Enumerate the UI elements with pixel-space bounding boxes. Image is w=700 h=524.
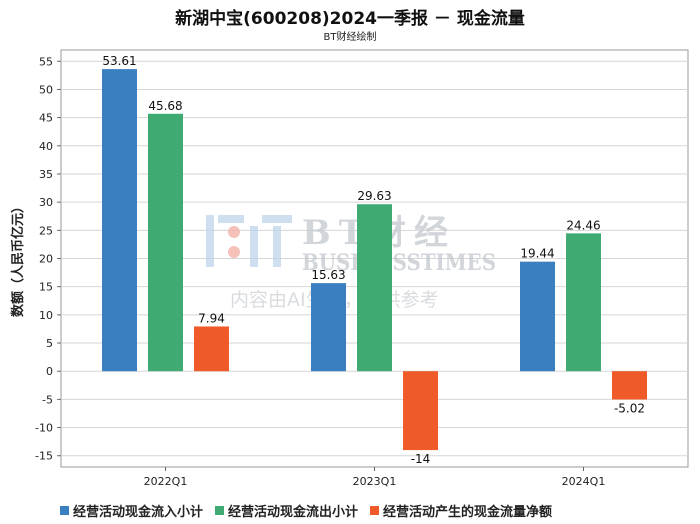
watermark-logo-dot — [228, 246, 240, 258]
data-label: -5.02 — [614, 401, 645, 415]
bar-2023Q1-2 — [357, 204, 392, 372]
y-tick-label: 50 — [39, 83, 53, 96]
bar-2022Q1-1 — [102, 69, 137, 372]
chart-title: 新湖中宝(600208)2024一季报 － 现金流量 — [175, 9, 525, 29]
y-tick-label: 40 — [39, 140, 53, 153]
legend-label-inflow: 经营活动现金流入小计 — [73, 505, 204, 520]
watermark-logo-bar — [206, 215, 214, 267]
y-tick-label: -5 — [42, 393, 53, 406]
data-label: 45.68 — [148, 99, 182, 113]
bar-2022Q1-3 — [194, 326, 229, 372]
data-label: -14 — [411, 452, 431, 466]
y-tick-label: -10 — [35, 422, 53, 435]
data-label: 24.46 — [566, 218, 600, 232]
chart-subtitle: BT财经绘制 — [323, 32, 377, 43]
legend-swatch-net — [370, 506, 380, 515]
y-tick-label: 15 — [39, 281, 53, 294]
bar-2023Q1-3 — [403, 371, 438, 451]
watermark-brand-en: BUSINESSTIMES — [302, 250, 496, 276]
legend-swatch-outflow — [215, 506, 225, 515]
x-tick-label: 2024Q1 — [562, 475, 606, 488]
legend-item-inflow[interactable]: 经营活动现金流入小计 — [60, 501, 203, 520]
watermark-logo-bar — [262, 215, 292, 223]
legend-item-net[interactable]: 经营活动产生的现金流量净额 — [370, 501, 552, 520]
x-tick-label: 2022Q1 — [144, 475, 188, 488]
y-axis-label: 数额（人民币亿元） — [10, 200, 26, 317]
y-tick-label: 25 — [39, 224, 53, 237]
y-tick-label: 35 — [39, 168, 53, 181]
data-label: 53.61 — [102, 54, 136, 68]
data-label: 19.44 — [520, 247, 554, 261]
data-label: 7.94 — [198, 311, 225, 325]
y-tick-label: 20 — [39, 253, 53, 266]
watermark-logo-dot — [228, 226, 240, 238]
bar-2024Q1-3 — [612, 371, 647, 400]
y-tick-label: 55 — [39, 55, 53, 68]
bar-2022Q1-2 — [148, 113, 183, 372]
bar-2024Q1-1 — [520, 261, 555, 372]
legend-label-net: 经营活动产生的现金流量净额 — [383, 505, 553, 520]
y-tick-label: 45 — [39, 112, 53, 125]
bar-2023Q1-1 — [311, 283, 346, 372]
y-tick-label: 0 — [46, 365, 53, 378]
bar-2024Q1-2 — [566, 233, 601, 372]
watermark-logo-bar — [273, 226, 281, 267]
data-label: 15.63 — [311, 268, 345, 282]
y-tick-label: -15 — [35, 450, 53, 463]
watermark-logo-bar — [250, 226, 258, 267]
y-tick-label: 30 — [39, 196, 53, 209]
legend-swatch-inflow — [60, 506, 69, 515]
data-label: 29.63 — [357, 189, 391, 203]
x-tick-label: 2023Q1 — [353, 475, 397, 488]
legend-label-outflow: 经营活动现金流出小计 — [228, 505, 359, 520]
watermark-logo-bar — [218, 215, 244, 223]
y-tick-label: 10 — [39, 309, 53, 322]
legend: 经营活动现金流入小计 经营活动现金流出小计 经营活动产生的现金流量净额 — [60, 501, 552, 520]
legend-item-outflow[interactable]: 经营活动现金流出小计 — [215, 501, 358, 520]
y-tick-label: 5 — [46, 337, 53, 350]
